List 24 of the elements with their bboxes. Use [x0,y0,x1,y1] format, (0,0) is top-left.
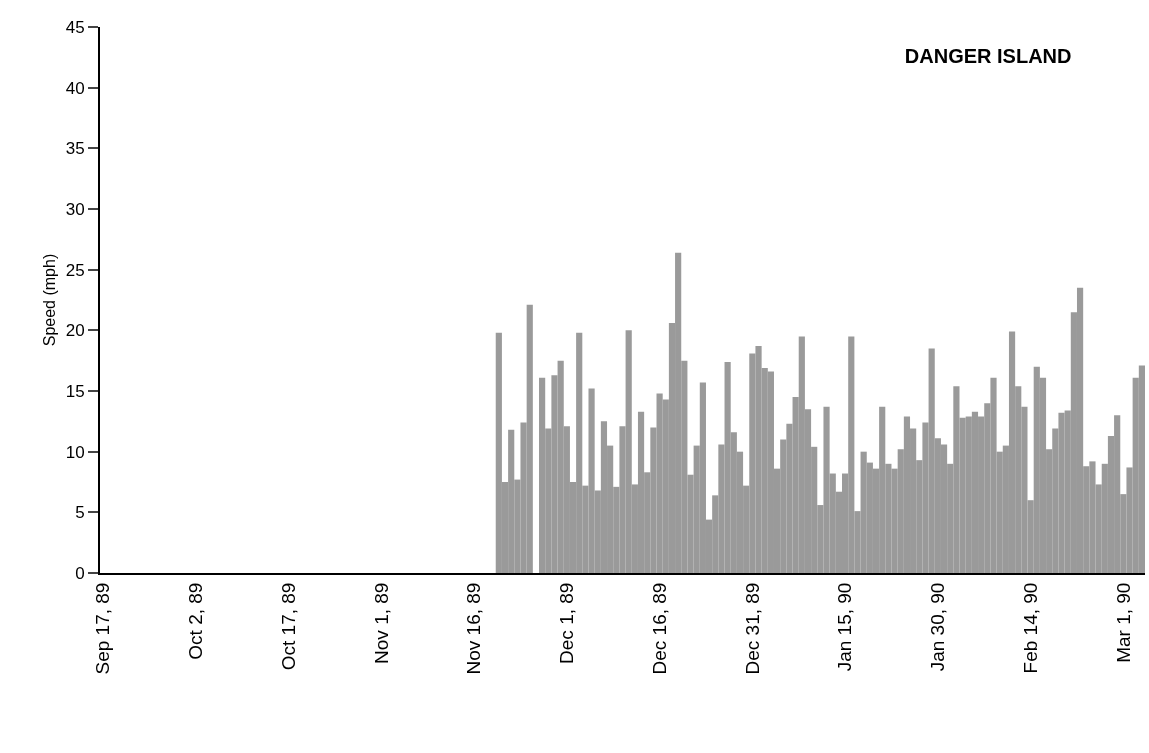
y-tick-label: 5 [75,503,85,523]
y-tick-label: 45 [65,17,85,37]
y-tick-label: 35 [65,139,85,159]
x-tick-label: Oct 2, 89 [185,582,207,660]
x-tick-label: Dec 16, 89 [648,582,670,675]
x-tick-label: Dec 31, 89 [741,582,763,675]
x-tick-label: Jan 30, 90 [927,582,949,672]
y-tick-label: 20 [65,321,85,341]
y-tick-label: 40 [65,78,85,98]
y-tick-label: 0 [75,563,85,583]
text: DANGER ISLAND [904,44,1072,67]
x-tick-label: Nov 1, 89 [370,582,392,664]
x-tick-label: Sep 17, 89 [92,582,114,675]
y-axis-title: Speed (mph) [41,253,59,347]
y-tick-label: 10 [65,442,85,462]
y-tick-label: 25 [65,260,85,280]
y-tick-label: 30 [65,199,85,219]
x-tick-label: Mar 1, 90 [1112,582,1134,663]
x-tick-label: Jan 15, 90 [834,582,856,672]
y-tick-label: 15 [65,381,85,401]
x-tick-label: Oct 17, 89 [277,582,299,671]
x-tick-label: Nov 16, 89 [463,582,485,675]
x-tick-label: Dec 1, 89 [556,582,578,664]
x-tick-label: Feb 14, 90 [1019,582,1041,674]
